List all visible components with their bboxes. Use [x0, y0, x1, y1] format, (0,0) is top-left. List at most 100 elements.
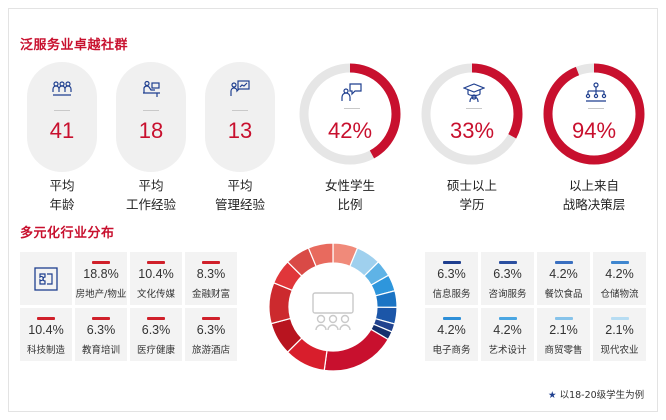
industry-color-bar [610, 261, 629, 264]
industry-percent: 2.1% [549, 323, 578, 337]
industry-percent: 4.2% [493, 323, 522, 337]
industry-name: 金融财富 [191, 289, 230, 300]
industry-percent: 10.4% [138, 267, 174, 281]
stat-pill: 41 [27, 62, 97, 172]
ring-label-line1: 女性学生 [324, 178, 375, 193]
industry-name: 信息服务 [432, 289, 471, 300]
footnote-text: 以18-20级学生为例 [559, 390, 645, 401]
ring-label: 以上来自 战略决策层 [542, 176, 646, 214]
industry-name: 商贸零售 [544, 345, 583, 356]
footnote: ★ 以18-20级学生为例 [548, 387, 644, 401]
right-industry-grid: 6.3% 信息服务 6.3% 咨询服务 4.2% 餐饮食品 4.2% 仓储物流 4.2% 电子商务… [425, 252, 646, 361]
industry-name: 艺术设计 [488, 345, 527, 356]
industry-donut-chart [268, 242, 398, 372]
industry-cell: 10.4% 科技制造 [20, 308, 72, 361]
industry-cell: 6.3% 咨询服务 [481, 252, 534, 305]
stat-value: 41 [49, 118, 75, 143]
stat-female-students-ratio: 42% 女性学生 比例 [298, 62, 406, 222]
industry-cell: 8.3% 金融财富 [185, 252, 237, 305]
divider [54, 110, 70, 111]
divider [232, 110, 248, 111]
industry-color-bar [498, 317, 517, 320]
community-section-title: 泛服务业卓越社群 [20, 38, 129, 53]
industry-color-bar [498, 261, 517, 264]
industry-color-bar [554, 261, 573, 264]
industry-cell: 4.2% 仓储物流 [593, 252, 646, 305]
divider [344, 108, 360, 109]
industry-cell: 10.4% 文化传媒 [130, 252, 182, 305]
stat-average-management-experience: 13 平均 管理经验 [198, 62, 294, 222]
org-hierarchy-icon [585, 82, 607, 102]
stat-value: 13 [227, 118, 253, 143]
industry-name: 医疗健康 [136, 345, 175, 356]
industry-color-bar [92, 317, 110, 320]
stat-pill: 13 [205, 62, 275, 172]
industry-percent: 8.3% [196, 267, 226, 281]
ring-gauge [543, 63, 645, 165]
industry-percent: 4.2% [549, 267, 578, 281]
stat-average-work-experience: 18 平均 工作经验 [109, 62, 205, 222]
ring-label: 女性学生 比例 [298, 176, 402, 214]
divider [466, 108, 482, 109]
ring-label: 硕士以上 学历 [420, 176, 524, 214]
industry-color-bar [37, 317, 55, 320]
industry-percent: 6.3% [437, 267, 466, 281]
industry-cell: 2.1% 商贸零售 [537, 308, 590, 361]
industry-percent: 2.1% [605, 323, 634, 337]
divider [588, 108, 604, 109]
stat-master-degree-ratio: 33% 硕士以上 学历 [420, 62, 528, 222]
ring-value: 42% [327, 118, 373, 143]
industry-color-bar [92, 261, 110, 264]
stat-label: 平均 管理经验 [198, 176, 282, 214]
ring-gauge [299, 63, 401, 165]
divider [143, 110, 159, 111]
speech-bubble-person-icon [341, 83, 362, 101]
industry-section-title: 多元化行业分布 [20, 226, 115, 241]
meeting-table-icon [312, 292, 354, 331]
industry-name: 仓储物流 [600, 289, 639, 300]
industry-percent: 6.3% [196, 323, 226, 337]
industry-name: 旅游酒店 [191, 345, 230, 356]
stat-label-line2: 年龄 [49, 197, 75, 212]
industry-color-bar [442, 261, 461, 264]
industry-percent: 6.3% [141, 323, 171, 337]
industry-name: 电子商务 [432, 345, 471, 356]
industry-color-bar [442, 317, 461, 320]
stat-value: 18 [138, 118, 164, 143]
puzzle-logo-icon [34, 267, 58, 291]
industry-name: 科技制造 [26, 345, 65, 356]
industry-cell: 4.2% 艺术设计 [481, 308, 534, 361]
industry-percent: 6.3% [86, 323, 116, 337]
industry-name: 餐饮食品 [544, 289, 583, 300]
people-group-icon [52, 81, 72, 96]
industry-cell: 6.3% 旅游酒店 [185, 308, 237, 361]
industry-cell: 6.3% 信息服务 [425, 252, 478, 305]
stat-strategic-decision-ratio: 94% 以上来自 战略决策层 [542, 62, 650, 222]
ring-label-line2: 学历 [459, 197, 485, 212]
industry-percent: 18.8% [83, 267, 119, 281]
industry-cell: 2.1% 现代农业 [593, 308, 646, 361]
industry-cell: 6.3% 教育培训 [75, 308, 127, 361]
industry-name: 文化传媒 [136, 289, 175, 300]
stat-label-line1: 平均 [49, 178, 75, 193]
industry-logo-cell [20, 252, 72, 305]
stat-label: 平均 工作经验 [109, 176, 193, 214]
industry-color-bar [202, 261, 220, 264]
industry-cell: 18.8% 房地产/物业 [75, 252, 127, 305]
ring-value: 33% [449, 118, 495, 143]
left-industry-grid: 18.8% 房地产/物业 10.4% 文化传媒 8.3% 金融财富 10.4% 科技制造 6.3… [20, 252, 237, 361]
industry-percent: 4.2% [605, 267, 634, 281]
stat-label-line2: 工作经验 [125, 197, 176, 212]
industry-cell: 6.3% 医疗健康 [130, 308, 182, 361]
industry-color-bar [147, 317, 165, 320]
ring-label-line1: 以上来自 [568, 178, 619, 193]
donut-segment [307, 242, 334, 268]
industry-cell: 4.2% 电子商务 [425, 308, 478, 361]
industry-name: 咨询服务 [488, 289, 527, 300]
ring-label-line2: 战略决策层 [562, 197, 626, 212]
stat-label: 平均 年龄 [20, 176, 104, 214]
ring-gauge [421, 63, 523, 165]
ring-value: 94% [571, 118, 617, 143]
industry-cell: 4.2% 餐饮食品 [537, 252, 590, 305]
stat-pill: 18 [116, 62, 186, 172]
